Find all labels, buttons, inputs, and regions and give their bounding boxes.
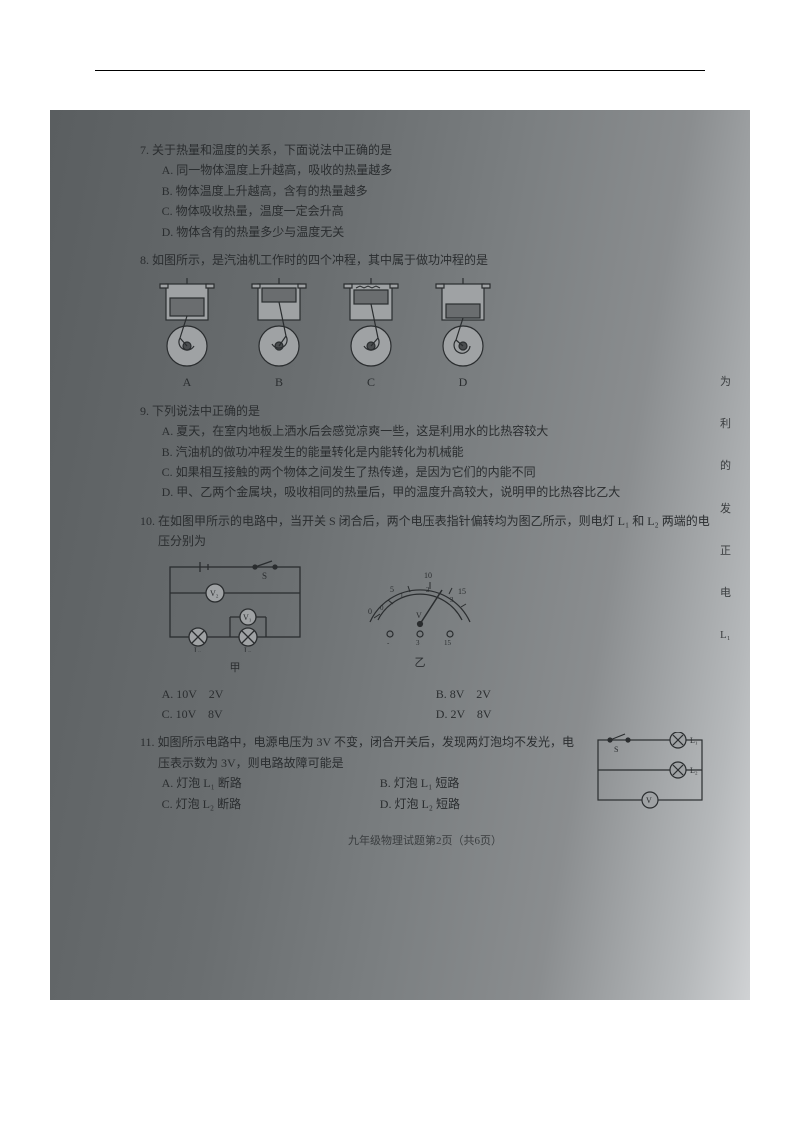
question-7: 7. 关于热量和温度的关系，下面说法中正确的是 A. 同一物体温度上升越高，吸收… bbox=[140, 140, 710, 242]
edge-3: 的 bbox=[720, 454, 750, 478]
svg-text:V: V bbox=[416, 611, 422, 620]
question-9: 9. 下列说法中正确的是 A. 夏天，在室内地板上洒水后会感觉凉爽一些，这是利用… bbox=[140, 401, 710, 503]
q7-opt-c: C. 物体吸收热量，温度一定会升高 bbox=[140, 201, 710, 221]
q10-meter-svg: 0 5 10 15 0 1 2 3 V bbox=[350, 562, 490, 647]
svg-text:0: 0 bbox=[368, 607, 372, 616]
engine-diagram-row: A bbox=[140, 278, 710, 392]
q10-circuit-svg: S V₂ L₁ L₂ bbox=[160, 557, 310, 652]
q8-stem: 8. 如图所示，是汽油机工作时的四个冲程，其中属于做功冲程的是 bbox=[140, 250, 710, 270]
q10-row2: C. 10V 8V D. 2V 8V bbox=[140, 704, 710, 724]
svg-text:L₁: L₁ bbox=[194, 646, 202, 652]
svg-text:S: S bbox=[614, 745, 618, 754]
page-footer: 九年级物理试题第2页（共6页） bbox=[140, 832, 710, 851]
engine-a: A bbox=[150, 278, 224, 392]
q10-figures: S V₂ L₁ L₂ bbox=[140, 557, 710, 677]
q10-meter-label: 乙 bbox=[350, 654, 490, 673]
q11-opts: A. 灯泡 L₁ 断路 B. 灯泡 L₁ 短路 C. 灯泡 L₂ 断路 D. 灯… bbox=[140, 773, 574, 814]
svg-text:3: 3 bbox=[416, 639, 420, 647]
q10-opt-b: B. 8V 2V bbox=[436, 684, 710, 704]
q10-circuit: S V₂ L₁ L₂ bbox=[160, 557, 310, 677]
q11-stem: 11. 如图所示电路中，电源电压为 3V 不变，闭合开关后，发现两灯泡均不发光，… bbox=[140, 732, 574, 773]
edge-6: 电 bbox=[720, 581, 750, 605]
question-10: 10. 在如图甲所示的电路中，当开关 S 闭合后，两个电压表指针偏转均为图乙所示… bbox=[140, 511, 710, 725]
edge-1: 为 bbox=[720, 370, 750, 394]
q10-circuit-label: 甲 bbox=[160, 659, 310, 678]
page-top-rule bbox=[95, 70, 705, 71]
q9-opt-d: D. 甲、乙两个金属块，吸收相同的热量后，甲的温度升高较大，说明甲的比热容比乙大 bbox=[140, 482, 710, 502]
question-8: 8. 如图所示，是汽油机工作时的四个冲程，其中属于做功冲程的是 bbox=[140, 250, 710, 393]
q10-opt-c: C. 10V 8V bbox=[162, 704, 436, 724]
svg-text:15: 15 bbox=[444, 639, 452, 647]
q11-circuit-svg: S L₁ L₂ V bbox=[590, 732, 710, 810]
engine-b-label: B bbox=[275, 372, 283, 392]
svg-text:10: 10 bbox=[424, 571, 432, 580]
engine-b: B bbox=[242, 278, 316, 392]
right-edge-fragments: 为 利 的 发 正 电 L₁ bbox=[720, 370, 750, 665]
q10-meter: 0 5 10 15 0 1 2 3 V bbox=[350, 562, 490, 672]
svg-text:S: S bbox=[262, 571, 267, 581]
engine-c-svg bbox=[334, 278, 408, 370]
q11-opt-c: C. 灯泡 L₂ 断路 bbox=[162, 794, 356, 814]
svg-text:-: - bbox=[387, 639, 390, 647]
engine-c: C bbox=[334, 278, 408, 392]
svg-text:1: 1 bbox=[400, 592, 404, 600]
q7-opt-b: B. 物体温度上升越高，含有的热量越多 bbox=[140, 181, 710, 201]
q11-opt-d: D. 灯泡 L₂ 短路 bbox=[380, 794, 574, 814]
q10-row1: A. 10V 2V B. 8V 2V bbox=[140, 684, 710, 704]
svg-text:V₂: V₂ bbox=[210, 589, 219, 598]
exam-photo: 7. 关于热量和温度的关系，下面说法中正确的是 A. 同一物体温度上升越高，吸收… bbox=[50, 110, 750, 1000]
svg-text:L₂: L₂ bbox=[244, 646, 252, 652]
svg-text:L₁: L₁ bbox=[690, 736, 698, 745]
engine-b-svg bbox=[242, 278, 316, 370]
svg-text:5: 5 bbox=[390, 585, 394, 594]
engine-a-svg bbox=[150, 278, 224, 370]
q7-opt-a: A. 同一物体温度上升越高，吸收的热量越多 bbox=[140, 160, 710, 180]
q9-opt-b: B. 汽油机的做功冲程发生的能量转化是内能转化为机械能 bbox=[140, 442, 710, 462]
exam-paper: 7. 关于热量和温度的关系，下面说法中正确的是 A. 同一物体温度上升越高，吸收… bbox=[50, 110, 750, 1000]
svg-text:V₁: V₁ bbox=[243, 613, 252, 622]
engine-d-label: D bbox=[459, 372, 468, 392]
question-11: 11. 如图所示电路中，电源电压为 3V 不变，闭合开关后，发现两灯泡均不发光，… bbox=[140, 732, 710, 814]
svg-text:2: 2 bbox=[426, 586, 430, 594]
engine-d-svg bbox=[426, 278, 500, 370]
q7-opt-d: D. 物体含有的热量多少与温度无关 bbox=[140, 222, 710, 242]
q9-opt-a: A. 夏天，在室内地板上洒水后会感觉凉爽一些，这是利用水的比热容较大 bbox=[140, 421, 710, 441]
q10-opt-d: D. 2V 8V bbox=[436, 704, 710, 724]
svg-text:3: 3 bbox=[450, 596, 454, 604]
edge-5: 正 bbox=[720, 539, 750, 563]
engine-d: D bbox=[426, 278, 500, 392]
svg-text:L₂: L₂ bbox=[690, 766, 698, 775]
edge-7: L₁ bbox=[720, 623, 750, 647]
q11-opt-a: A. 灯泡 L₁ 断路 bbox=[162, 773, 356, 793]
q9-stem: 9. 下列说法中正确的是 bbox=[140, 401, 710, 421]
edge-4: 发 bbox=[720, 497, 750, 521]
q10-stem: 10. 在如图甲所示的电路中，当开关 S 闭合后，两个电压表指针偏转均为图乙所示… bbox=[140, 511, 710, 552]
svg-text:V: V bbox=[646, 796, 652, 805]
svg-text:0: 0 bbox=[380, 604, 384, 612]
q10-opt-a: A. 10V 2V bbox=[162, 684, 436, 704]
edge-2: 利 bbox=[720, 412, 750, 436]
engine-a-label: A bbox=[183, 372, 192, 392]
q11-opt-b: B. 灯泡 L₁ 短路 bbox=[380, 773, 574, 793]
engine-c-label: C bbox=[367, 372, 375, 392]
q9-opt-c: C. 如果相互接触的两个物体之间发生了热传递，是因为它们的内能不同 bbox=[140, 462, 710, 482]
svg-text:15: 15 bbox=[458, 587, 466, 596]
q7-stem: 7. 关于热量和温度的关系，下面说法中正确的是 bbox=[140, 140, 710, 160]
